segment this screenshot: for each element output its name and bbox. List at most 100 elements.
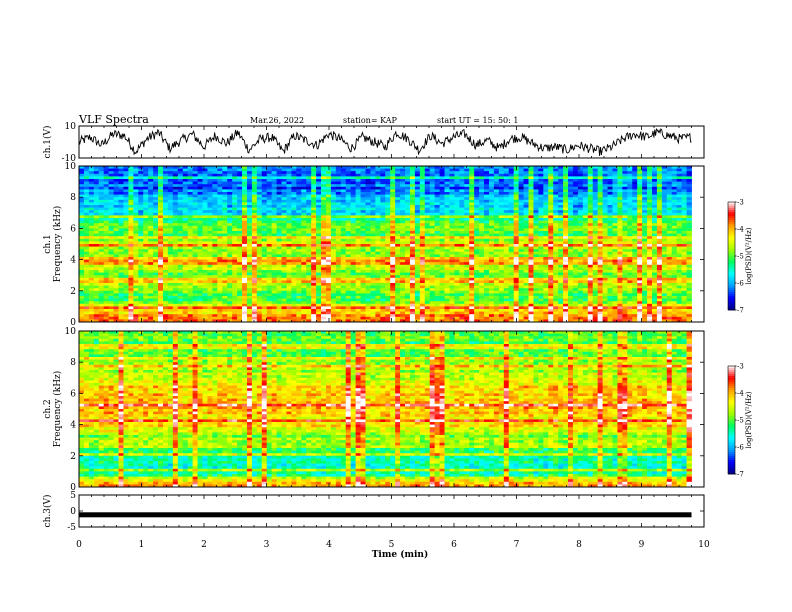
spectrogram-cell [123,249,128,252]
spectrogram-cell [267,202,272,205]
spectrogram-cell [479,215,484,218]
spectrogram-cell [380,179,385,182]
spectrogram-cell [222,241,227,244]
spectrogram-cell [286,257,291,260]
spectrogram-cell [603,189,608,192]
spectrogram-cell [514,213,519,216]
spectrogram-cell [247,179,252,182]
spectrogram-cell [341,169,346,172]
spectrogram-cell [336,257,341,260]
spectrogram-cell [390,215,395,218]
spectrogram-cell [341,241,346,244]
spectrogram-cell [509,231,514,234]
spectrogram-cell [410,265,415,268]
spectrogram-cell [158,234,163,237]
spectrogram-cell [464,176,469,179]
spectrogram-cell [262,205,267,208]
spectrogram-cell [558,179,563,182]
spectrogram-cell [637,241,642,244]
spectrogram-cell [494,234,499,237]
spectrogram-cell [415,218,420,221]
spectrogram-cell [168,260,173,263]
spectrogram-cell [370,257,375,260]
spectrogram-cell [390,200,395,203]
spectrogram-cell [563,174,568,177]
spectrogram-cell [252,252,257,255]
spectrogram-cell [94,267,99,270]
spectrogram-cell [415,187,420,190]
spectrogram-cell [469,171,474,174]
spectrogram-cell [420,202,425,205]
spectrogram-cell [509,228,514,231]
spectrogram-cell [361,260,366,263]
spectrogram-cell [583,179,588,182]
spectrogram-cell [143,244,148,247]
spectrogram-cell [380,215,385,218]
spectrogram-cell [578,241,583,244]
spectrogram-cell [617,254,622,257]
spectrogram-cell [415,262,420,265]
spectrogram-cell [484,215,489,218]
spectrogram-cell [104,195,109,198]
spectrogram-cell [499,205,504,208]
spectrogram-cell [207,192,212,195]
spectrogram-cell [316,182,321,185]
spectrogram-cell [637,174,642,177]
spectrogram-cell [257,239,262,242]
spectrogram-cell [321,267,326,270]
spectrogram-cell [529,254,534,257]
spectrogram-cell [193,265,198,268]
spectrogram-cell [499,239,504,242]
spectrogram-cell [642,223,647,226]
spectrogram-cell [533,260,538,263]
spectrogram-cell [464,247,469,250]
spectrogram-cell [351,265,356,268]
spectrogram-cell [301,210,306,213]
spectrogram-cell [657,182,662,185]
spectrogram-cell [484,171,489,174]
spectrogram-cell [375,171,380,174]
spectrogram-cell [133,169,138,172]
spectrogram-cell [415,192,420,195]
spectrogram-cell [573,221,578,224]
spectrogram-cell [410,228,415,231]
spectrogram-cell [400,197,405,200]
spectrogram-cell [212,179,217,182]
spectrogram-cell [286,200,291,203]
spectrogram-cell [524,187,529,190]
spectrogram-cell [361,182,366,185]
spectrogram-cell [84,197,89,200]
spectrogram-cell [390,189,395,192]
spectrogram-cell [301,226,306,229]
spectrogram-cell [622,236,627,239]
spectrogram-cell [153,236,158,239]
spectrogram-cell [400,210,405,213]
spectrogram-cell [617,249,622,252]
spectrogram-cell [301,182,306,185]
spectrogram-cell [538,249,543,252]
spectrogram-cell [128,184,133,187]
spectrogram-cell [198,221,203,224]
spectrogram-cell [188,174,193,177]
spectrogram-cell [306,179,311,182]
spectrogram-cell [89,236,94,239]
spectrogram-cell [133,249,138,252]
spectrogram-cell [321,249,326,252]
spectrogram-cell [277,169,282,172]
spectrogram-cell [202,254,207,257]
spectrogram-cell [94,202,99,205]
spectrogram-cell [504,247,509,250]
spectrogram-cell [311,215,316,218]
spectrogram-cell [563,169,568,172]
spectrogram-cell [326,254,331,257]
spectrogram-cell [114,192,119,195]
spectrogram-cell [435,184,440,187]
spectrogram-cell [247,192,252,195]
spectrogram-cell [212,239,217,242]
spectrogram-cell [524,174,529,177]
spectrogram-cell [202,192,207,195]
spectrogram-cell [262,208,267,211]
spectrogram-cell [543,236,548,239]
spectrogram-cell [543,169,548,172]
spectrogram-cell [232,205,237,208]
